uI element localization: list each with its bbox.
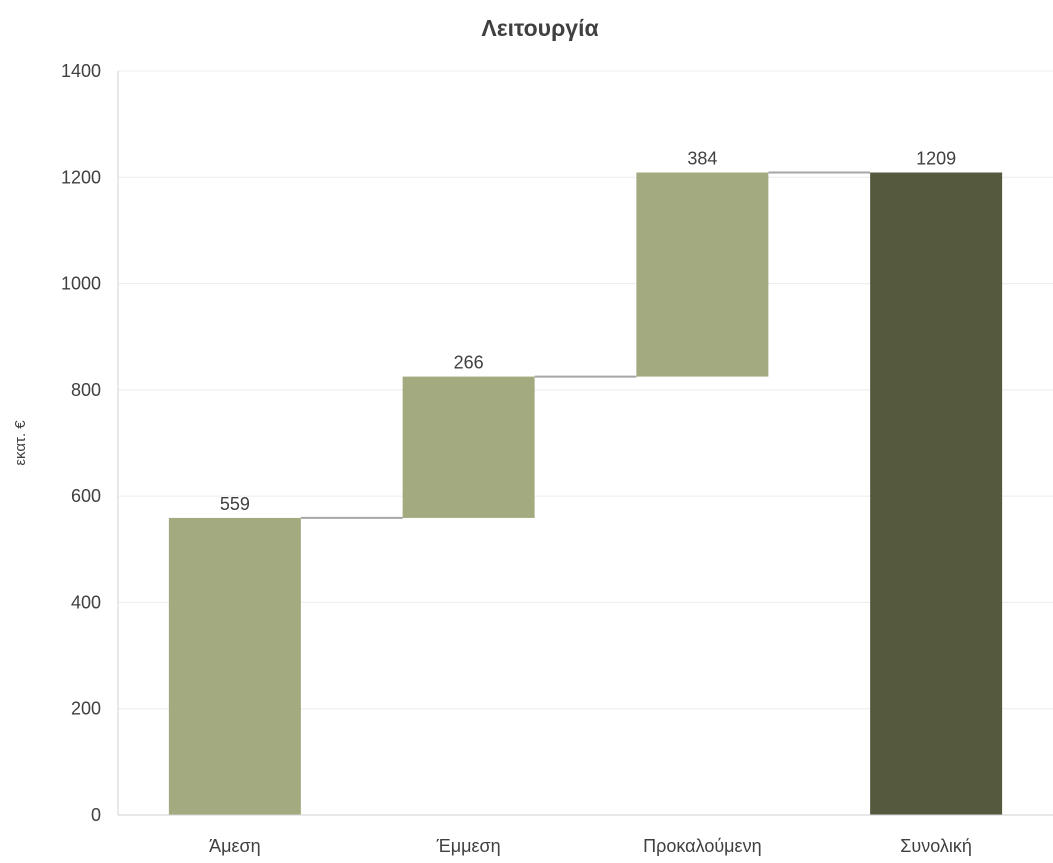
x-tick-label: Συνολική xyxy=(900,836,972,856)
y-tick-label: 600 xyxy=(71,486,101,506)
increment-bar xyxy=(402,376,535,518)
x-axis-ticks: Άμεση Έμμεση Προκαλούμενη Συνολική xyxy=(209,836,972,856)
y-axis-label: εκατ. € xyxy=(12,420,29,466)
data-label: 384 xyxy=(687,149,717,169)
data-label: 1209 xyxy=(916,149,956,169)
y-tick-label: 400 xyxy=(71,592,101,612)
x-tick-label: Έμμεση xyxy=(436,836,501,856)
y-tick-label: 800 xyxy=(71,380,101,400)
x-tick-label: Άμεση xyxy=(209,836,261,856)
y-tick-label: 1400 xyxy=(61,61,101,81)
bars xyxy=(168,172,1003,815)
y-tick-label: 1000 xyxy=(61,274,101,294)
x-tick-label: Προκαλούμενη xyxy=(643,836,761,856)
y-axis-ticks: 0 200 400 600 800 1000 1200 1400 xyxy=(61,61,101,825)
data-label: 266 xyxy=(454,353,484,373)
data-labels: 559 266 384 1209 xyxy=(220,149,956,514)
chart-title: Λειτουργία xyxy=(481,15,598,41)
data-label: 559 xyxy=(220,494,250,514)
increment-bar xyxy=(168,517,301,815)
y-tick-label: 0 xyxy=(91,805,101,825)
y-tick-label: 200 xyxy=(71,699,101,719)
increment-bar xyxy=(636,172,769,377)
connector-lines xyxy=(300,171,871,519)
total-bar xyxy=(870,172,1003,815)
y-tick-label: 1200 xyxy=(61,167,101,187)
